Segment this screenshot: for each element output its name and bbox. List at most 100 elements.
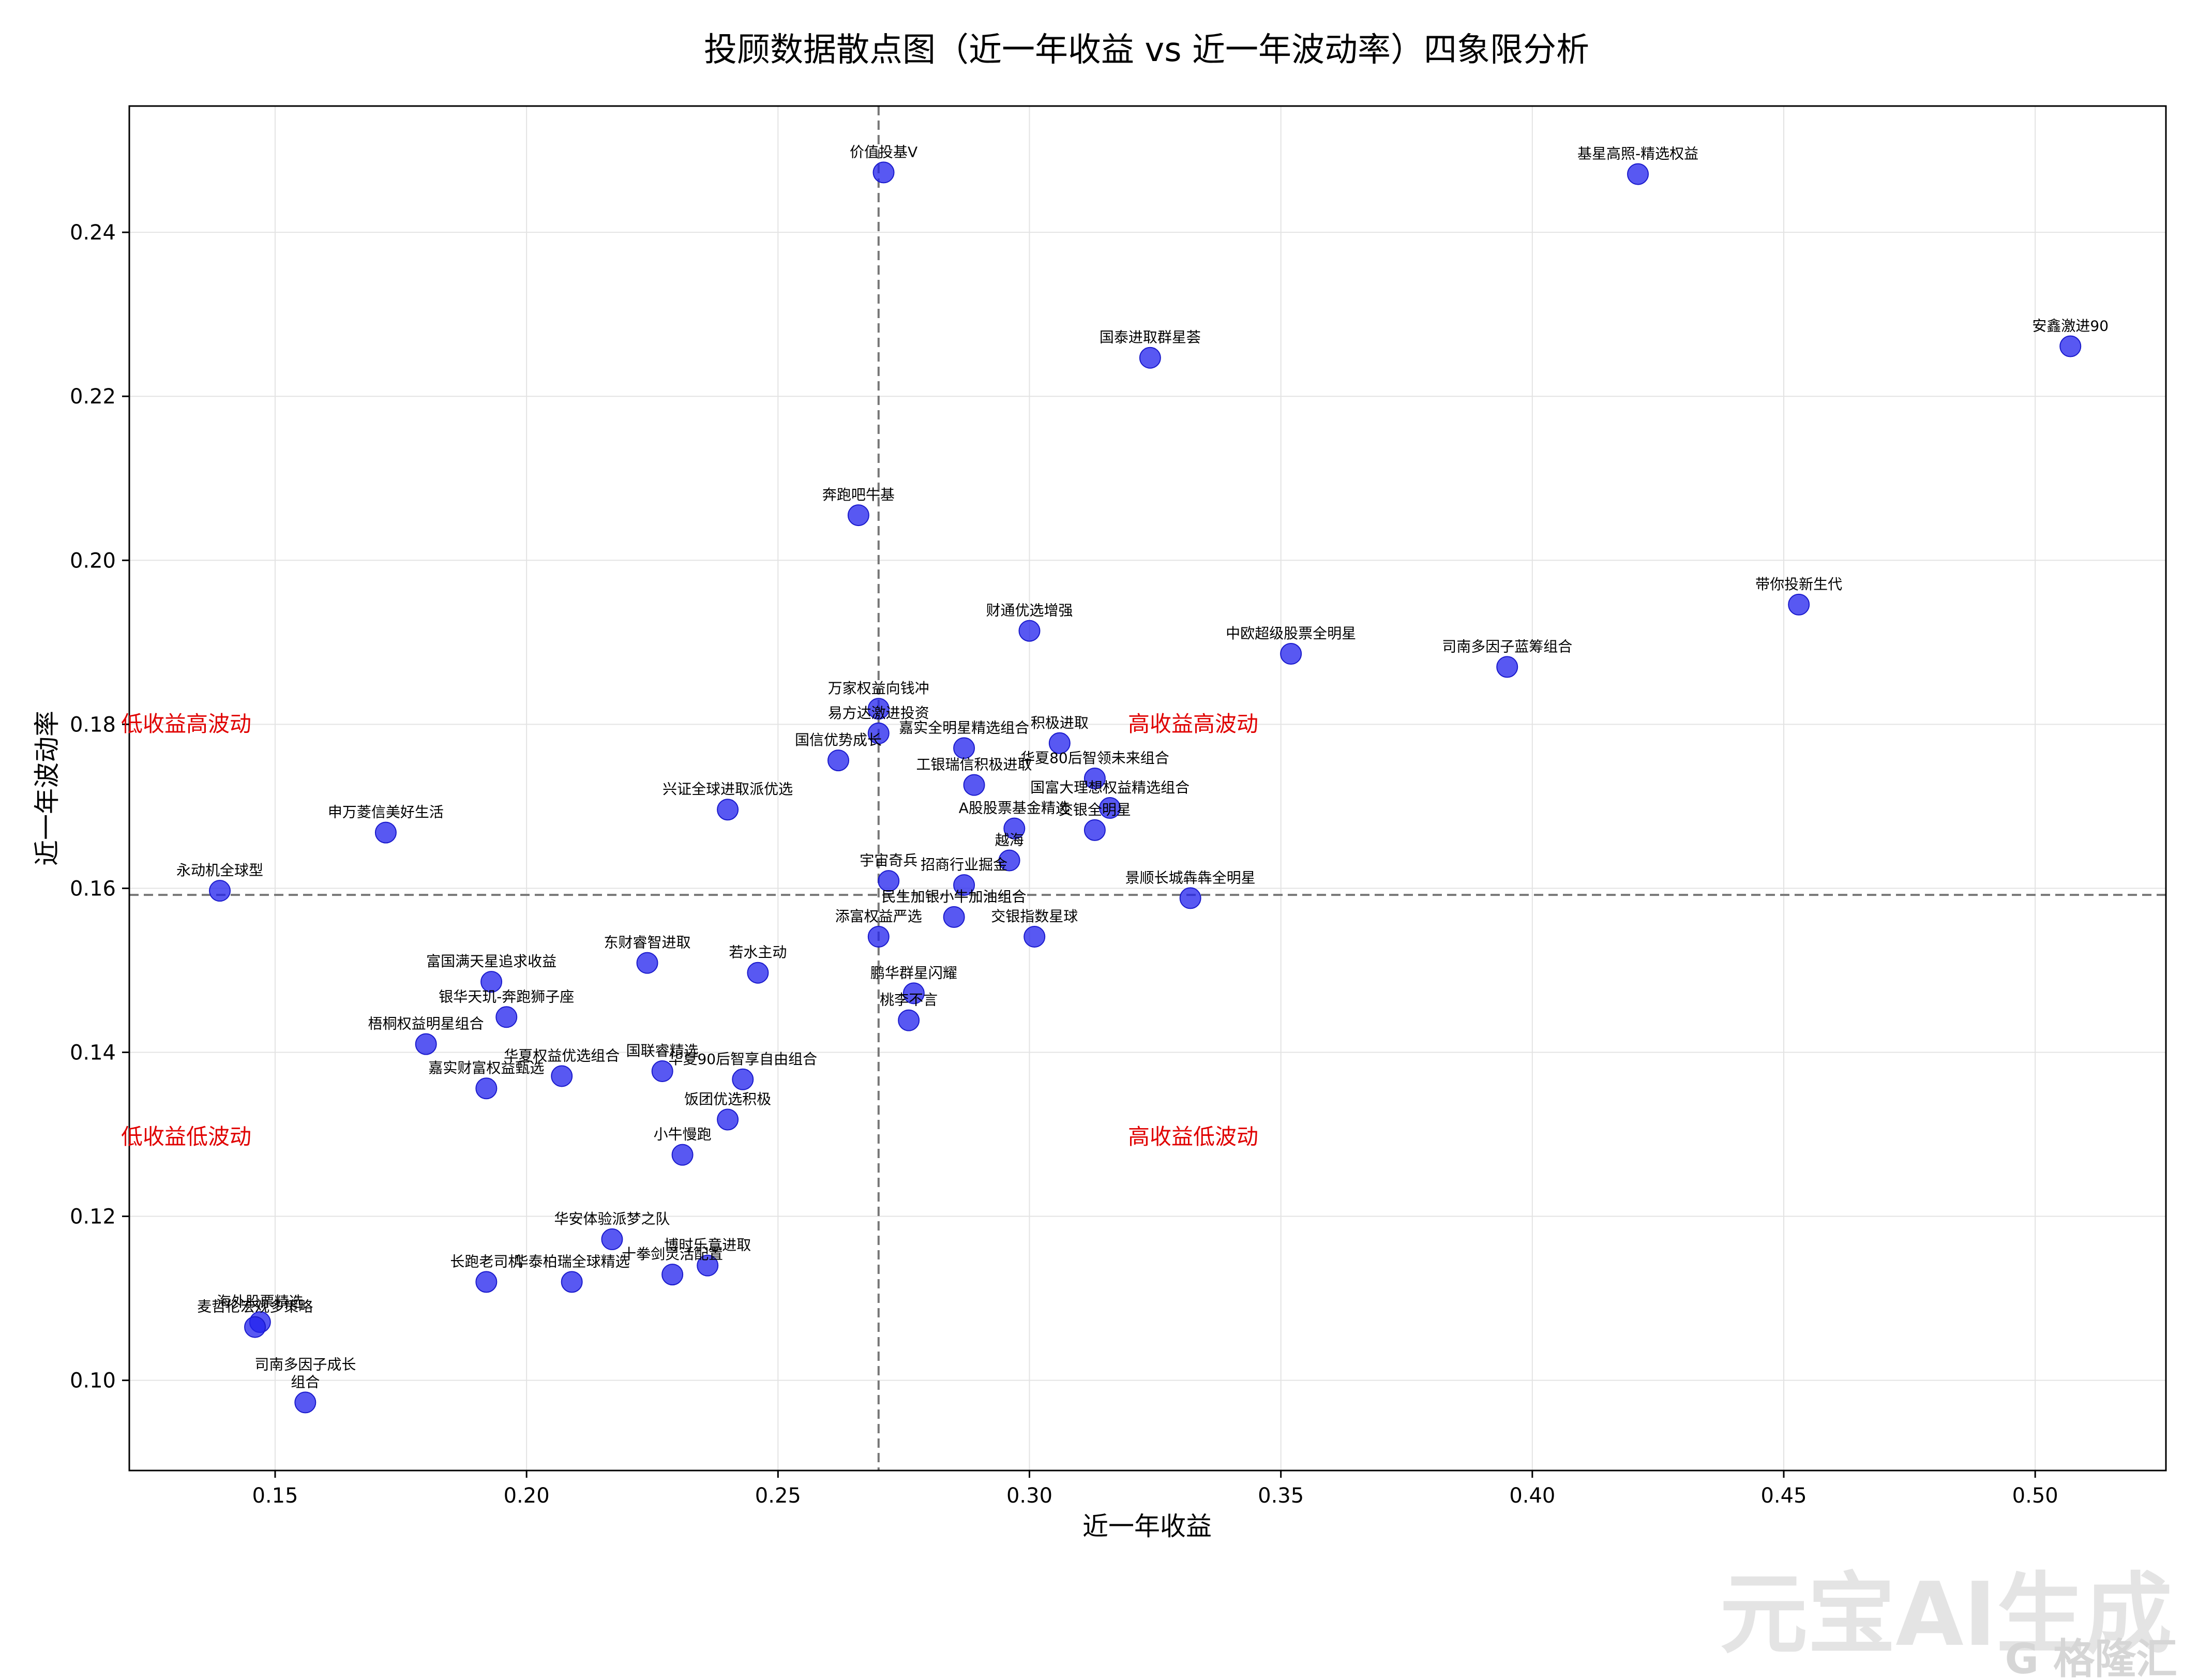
data-point [963, 774, 985, 796]
data-point [601, 1228, 623, 1250]
data-point-label: 嘉实财富权益甄选 [428, 1059, 544, 1076]
data-point [878, 870, 900, 892]
data-point [495, 1006, 518, 1028]
data-point-label: 银华天玑-奔跑狮子座 [439, 988, 574, 1005]
data-point [867, 925, 890, 948]
data-point-label: 桃李不言 [880, 992, 938, 1009]
quadrant-dividers [129, 106, 2166, 1471]
data-point [551, 1065, 573, 1087]
x-tick-label: 0.20 [504, 1484, 550, 1508]
x-tick-label: 0.50 [2012, 1484, 2058, 1508]
data-point-label: 交银指数星球 [991, 908, 1078, 925]
data-point [2059, 335, 2082, 357]
data-point [1083, 767, 1106, 789]
data-point [475, 1077, 498, 1100]
data-point-label: 十拳剑灵活配置 [622, 1246, 723, 1263]
data-point [415, 1033, 437, 1055]
data-point-label: 奔跑吧牛基 [822, 486, 895, 503]
y-tick-label: 0.18 [70, 713, 116, 737]
data-point [867, 698, 890, 720]
data-point-label: 永动机全球型 [176, 862, 263, 879]
x-axis-title: 近一年收益 [1082, 1511, 1212, 1541]
data-point-label: 交银全明星 [1059, 801, 1131, 818]
quadrant-label-bottom-left: 低收益低波动 [121, 1124, 251, 1149]
y-tick-label: 0.24 [70, 221, 116, 245]
chart-title: 投顾数据散点图（近一年收益 vs 近一年波动率）四象限分析 [704, 31, 1589, 69]
data-point [294, 1391, 317, 1414]
data-point-label: 兴证全球进取派优选 [663, 781, 793, 798]
data-point [732, 1068, 754, 1090]
data-point [898, 1009, 920, 1031]
data-point [1083, 819, 1106, 841]
data-point-label: 国联睿精选 [626, 1042, 699, 1059]
data-point [561, 1271, 583, 1293]
axis-ticks: 0.15 0.20 0.25 0.30 0.35 0.40 0.45 0.50 0.10 0.12… [70, 221, 2058, 1508]
data-point-label: 景顺长城犇犇全明星 [1125, 869, 1256, 886]
data-point [1496, 656, 1518, 678]
data-point [1139, 347, 1161, 369]
data-point [867, 722, 890, 744]
data-point-label: 长跑老司机 [450, 1253, 522, 1270]
y-tick-label: 0.14 [70, 1041, 116, 1064]
data-point-label: 安鑫激进90 [2032, 318, 2109, 335]
data-point [475, 1271, 498, 1293]
quadrant-label-top-left: 低收益高波动 [121, 711, 251, 737]
data-point-label: 华夏权益优选组合 [504, 1047, 620, 1064]
data-point [661, 1264, 684, 1286]
x-tick-label: 0.40 [1509, 1484, 1555, 1508]
data-point-label: 越海 [995, 832, 1024, 849]
data-point [1023, 925, 1046, 948]
data-point [1280, 643, 1302, 665]
plot-area-frame [128, 105, 2167, 1472]
data-point-label: 梧桐权益明星组合 [368, 1015, 484, 1032]
data-point-label: 富国满天星追求收益 [426, 953, 556, 970]
data-point-label: 司南多因子蓝筹组合 [1442, 638, 1572, 655]
x-tick-label: 0.45 [1760, 1484, 1806, 1508]
data-point-label: 申万菱信美好生活 [328, 804, 444, 821]
data-point-label: 小牛慢跑 [654, 1126, 712, 1143]
data-point [872, 161, 895, 184]
x-tick-label: 0.15 [252, 1484, 298, 1508]
y-tick-label: 0.20 [70, 549, 116, 573]
data-point-label: 嘉实全明星精选组合 [899, 719, 1029, 736]
data-point-label: 基星高照-精选权益 [1577, 145, 1698, 162]
data-point-label: 万家权益向钱冲 [828, 680, 929, 697]
quadrant-label-top-right: 高收益高波动 [1128, 711, 1258, 737]
quadrant-label-bottom-right: 高收益低波动 [1128, 1124, 1258, 1149]
data-point-label: 民生加银小牛加油组合 [882, 888, 1027, 905]
data-point [717, 1108, 739, 1131]
data-point-label: 博时乐意进取 [664, 1237, 751, 1254]
data-point-label: 华夏90后智享自由组合 [668, 1051, 817, 1068]
data-point-label: 宇宙奇兵 [860, 852, 917, 869]
data-point-label: 海外股票精选 [217, 1293, 304, 1310]
data-point [209, 880, 231, 902]
grid-layer [129, 106, 2166, 1471]
data-point [1627, 163, 1649, 185]
data-point [953, 737, 975, 759]
y-tick-label: 0.10 [70, 1369, 116, 1393]
data-point-label: 鹏华群星闪耀 [870, 964, 957, 981]
data-point [902, 982, 925, 1004]
data-point [717, 799, 739, 821]
data-point-label: 国信优势成长 [795, 731, 882, 748]
data-point-label: 带你投新生代 [1755, 576, 1842, 593]
data-point-label: 饭团优选积极 [684, 1090, 771, 1107]
ai-generated-watermark: 元宝AI生成 [1720, 1564, 2172, 1666]
data-point [651, 1060, 673, 1082]
y-tick-label: 0.16 [70, 877, 116, 901]
data-point [847, 504, 869, 527]
data-point [636, 952, 658, 974]
x-tick-label: 0.25 [755, 1484, 801, 1508]
data-point-label: 华安体验派梦之队 [554, 1210, 670, 1227]
x-tick-label: 0.30 [1006, 1484, 1052, 1508]
data-point-label: A股股票基金精选 [959, 800, 1070, 817]
data-point-label: 财通优选增强 [986, 602, 1073, 619]
data-point [943, 906, 965, 928]
y-axis-title: 近一年波动率 [32, 711, 62, 866]
data-point [953, 874, 975, 896]
brand-watermark: G 格隆汇 [2005, 1635, 2177, 1680]
data-point-label: 工银瑞信积极进取 [916, 756, 1032, 773]
data-point [244, 1316, 266, 1338]
data-point [697, 1254, 719, 1277]
